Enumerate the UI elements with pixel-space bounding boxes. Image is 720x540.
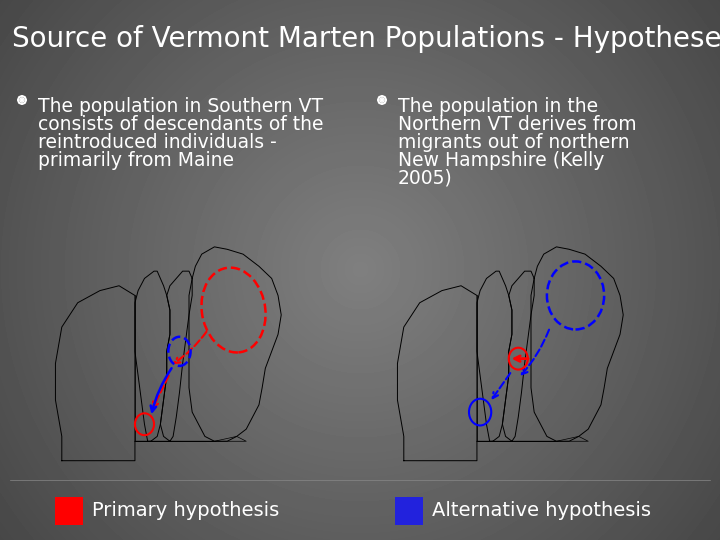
Text: migrants out of northern: migrants out of northern: [398, 133, 629, 152]
Text: The population in Southern VT: The population in Southern VT: [38, 97, 323, 116]
Text: Northern VT derives from: Northern VT derives from: [398, 115, 636, 134]
Text: reintroduced individuals -: reintroduced individuals -: [38, 133, 276, 152]
Text: Primary hypothesis: Primary hypothesis: [92, 502, 279, 521]
Text: Alternative hypothesis: Alternative hypothesis: [432, 502, 651, 521]
FancyBboxPatch shape: [55, 497, 83, 525]
FancyBboxPatch shape: [395, 497, 423, 525]
Text: consists of descendants of the: consists of descendants of the: [38, 115, 323, 134]
Text: The population in the: The population in the: [398, 97, 598, 116]
Text: primarily from Maine: primarily from Maine: [38, 151, 234, 170]
Text: 2005): 2005): [398, 169, 453, 188]
Text: New Hampshire (Kelly: New Hampshire (Kelly: [398, 151, 604, 170]
Text: Source of Vermont Marten Populations - Hypotheses: Source of Vermont Marten Populations - H…: [12, 25, 720, 53]
